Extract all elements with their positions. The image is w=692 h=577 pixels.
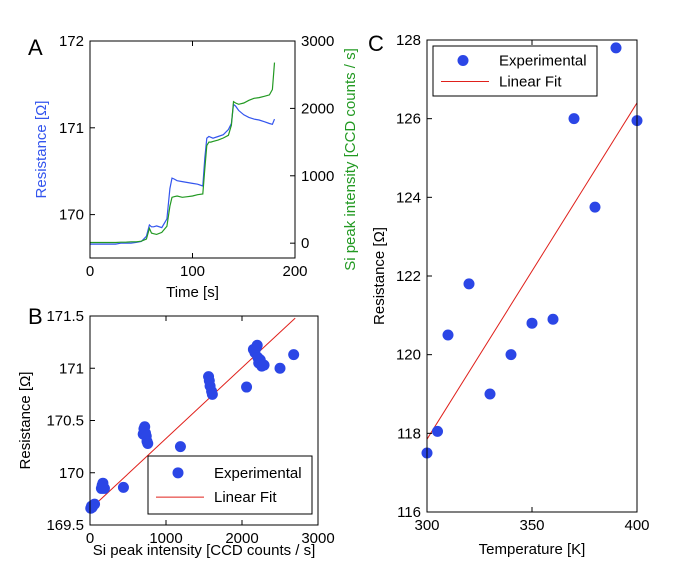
x-axis-label: Si peak intensity [CCD counts / s] xyxy=(93,542,316,559)
legend-marker-points xyxy=(172,467,184,479)
x-axis-label: Time [s] xyxy=(166,284,219,301)
data-point xyxy=(142,437,154,449)
y-axis-label: Resistance [Ω] xyxy=(17,372,34,470)
data-point xyxy=(526,317,538,329)
intensity-line xyxy=(90,62,276,244)
y-tick-label: 171.5 xyxy=(46,308,84,325)
x-tick-label: 0 xyxy=(86,530,94,547)
y-axis-label-left: Resistance [Ω] xyxy=(33,101,50,199)
panel-a-letter: A xyxy=(28,35,43,60)
data-point xyxy=(568,113,580,125)
data-point xyxy=(258,359,270,371)
data-point xyxy=(251,339,263,351)
data-point xyxy=(241,381,253,393)
data-point xyxy=(442,329,454,341)
data-point xyxy=(174,441,186,453)
y-tick-label: 128 xyxy=(396,32,421,49)
y-axis-label-right: Si peak intensity [CCD counts / s] xyxy=(342,48,359,271)
data-point xyxy=(89,498,101,510)
y-tick-label: 170 xyxy=(59,465,84,482)
y-tick-label: 3000 xyxy=(301,33,334,50)
legend-box xyxy=(432,45,598,97)
y-tick-label: 1000 xyxy=(301,168,334,185)
data-point xyxy=(484,388,496,400)
data-point xyxy=(432,425,443,437)
y-tick-label: 122 xyxy=(396,268,421,285)
y-tick-label: 2000 xyxy=(301,100,334,117)
y-tick-label: 0 xyxy=(301,235,309,252)
y-tick-label: 171 xyxy=(59,120,84,137)
data-point xyxy=(98,482,110,494)
data-point xyxy=(288,349,300,361)
data-point xyxy=(547,313,559,325)
x-axis-label: Temperature [K] xyxy=(479,541,586,558)
y-tick-label: 120 xyxy=(396,347,421,364)
panel-a-chart: 0 100 200 170 171 172 0 1000 2000 3000 Time [s] Res… xyxy=(33,33,359,301)
plot-frame xyxy=(426,39,638,513)
y-tick-label: 169.5 xyxy=(46,517,84,534)
panel-b-chart: 0 1000 2000 3000 169.5 170 170.5 171 171.5 Experi… xyxy=(17,308,335,559)
y-tick-label: 118 xyxy=(397,425,421,442)
y-tick-label: 170.5 xyxy=(46,413,84,430)
x-tick-label: 200 xyxy=(282,263,307,280)
data-point xyxy=(206,388,218,400)
y-tick-label: 126 xyxy=(396,111,421,128)
plot-frame xyxy=(89,40,296,259)
y-tick-label: 172 xyxy=(59,33,84,50)
y-tick-label: 170 xyxy=(59,207,84,224)
x-tick-label: 3000 xyxy=(301,530,334,547)
x-tick-label: 350 xyxy=(519,517,544,534)
x-tick-label: 400 xyxy=(624,517,649,534)
y-tick-label: 124 xyxy=(396,189,421,206)
panel-c-letter: C xyxy=(368,31,384,56)
data-point xyxy=(117,481,129,493)
x-tick-label: 1000 xyxy=(149,530,182,547)
data-point xyxy=(463,278,475,290)
panel-b-letter: B xyxy=(28,304,43,329)
resistance-line xyxy=(90,103,276,245)
legend-label: Linear Fit xyxy=(214,489,277,506)
legend-marker-points xyxy=(457,55,469,66)
y-tick-label: 171 xyxy=(59,360,84,377)
x-tick-label: 300 xyxy=(414,517,439,534)
data-point xyxy=(589,201,601,213)
x-tick-label: 100 xyxy=(180,263,205,280)
data-point xyxy=(505,349,517,361)
y-tick-label: 116 xyxy=(397,504,421,521)
linear-fit-line xyxy=(426,102,638,440)
y-axis-label: Resistance [Ω] xyxy=(371,227,388,325)
legend-box xyxy=(147,455,313,515)
legend-label: Experimental xyxy=(214,465,302,482)
legend-label: Linear Fit xyxy=(499,74,562,91)
x-tick-label: 2000 xyxy=(225,530,258,547)
legend-label: Experimental xyxy=(499,53,587,70)
data-point xyxy=(274,362,286,374)
panel-c-chart: 300 350 400 116 118 120 122 124 126 128 Experiment… xyxy=(371,32,650,558)
x-tick-label: 0 xyxy=(86,263,94,280)
data-point xyxy=(610,42,622,54)
